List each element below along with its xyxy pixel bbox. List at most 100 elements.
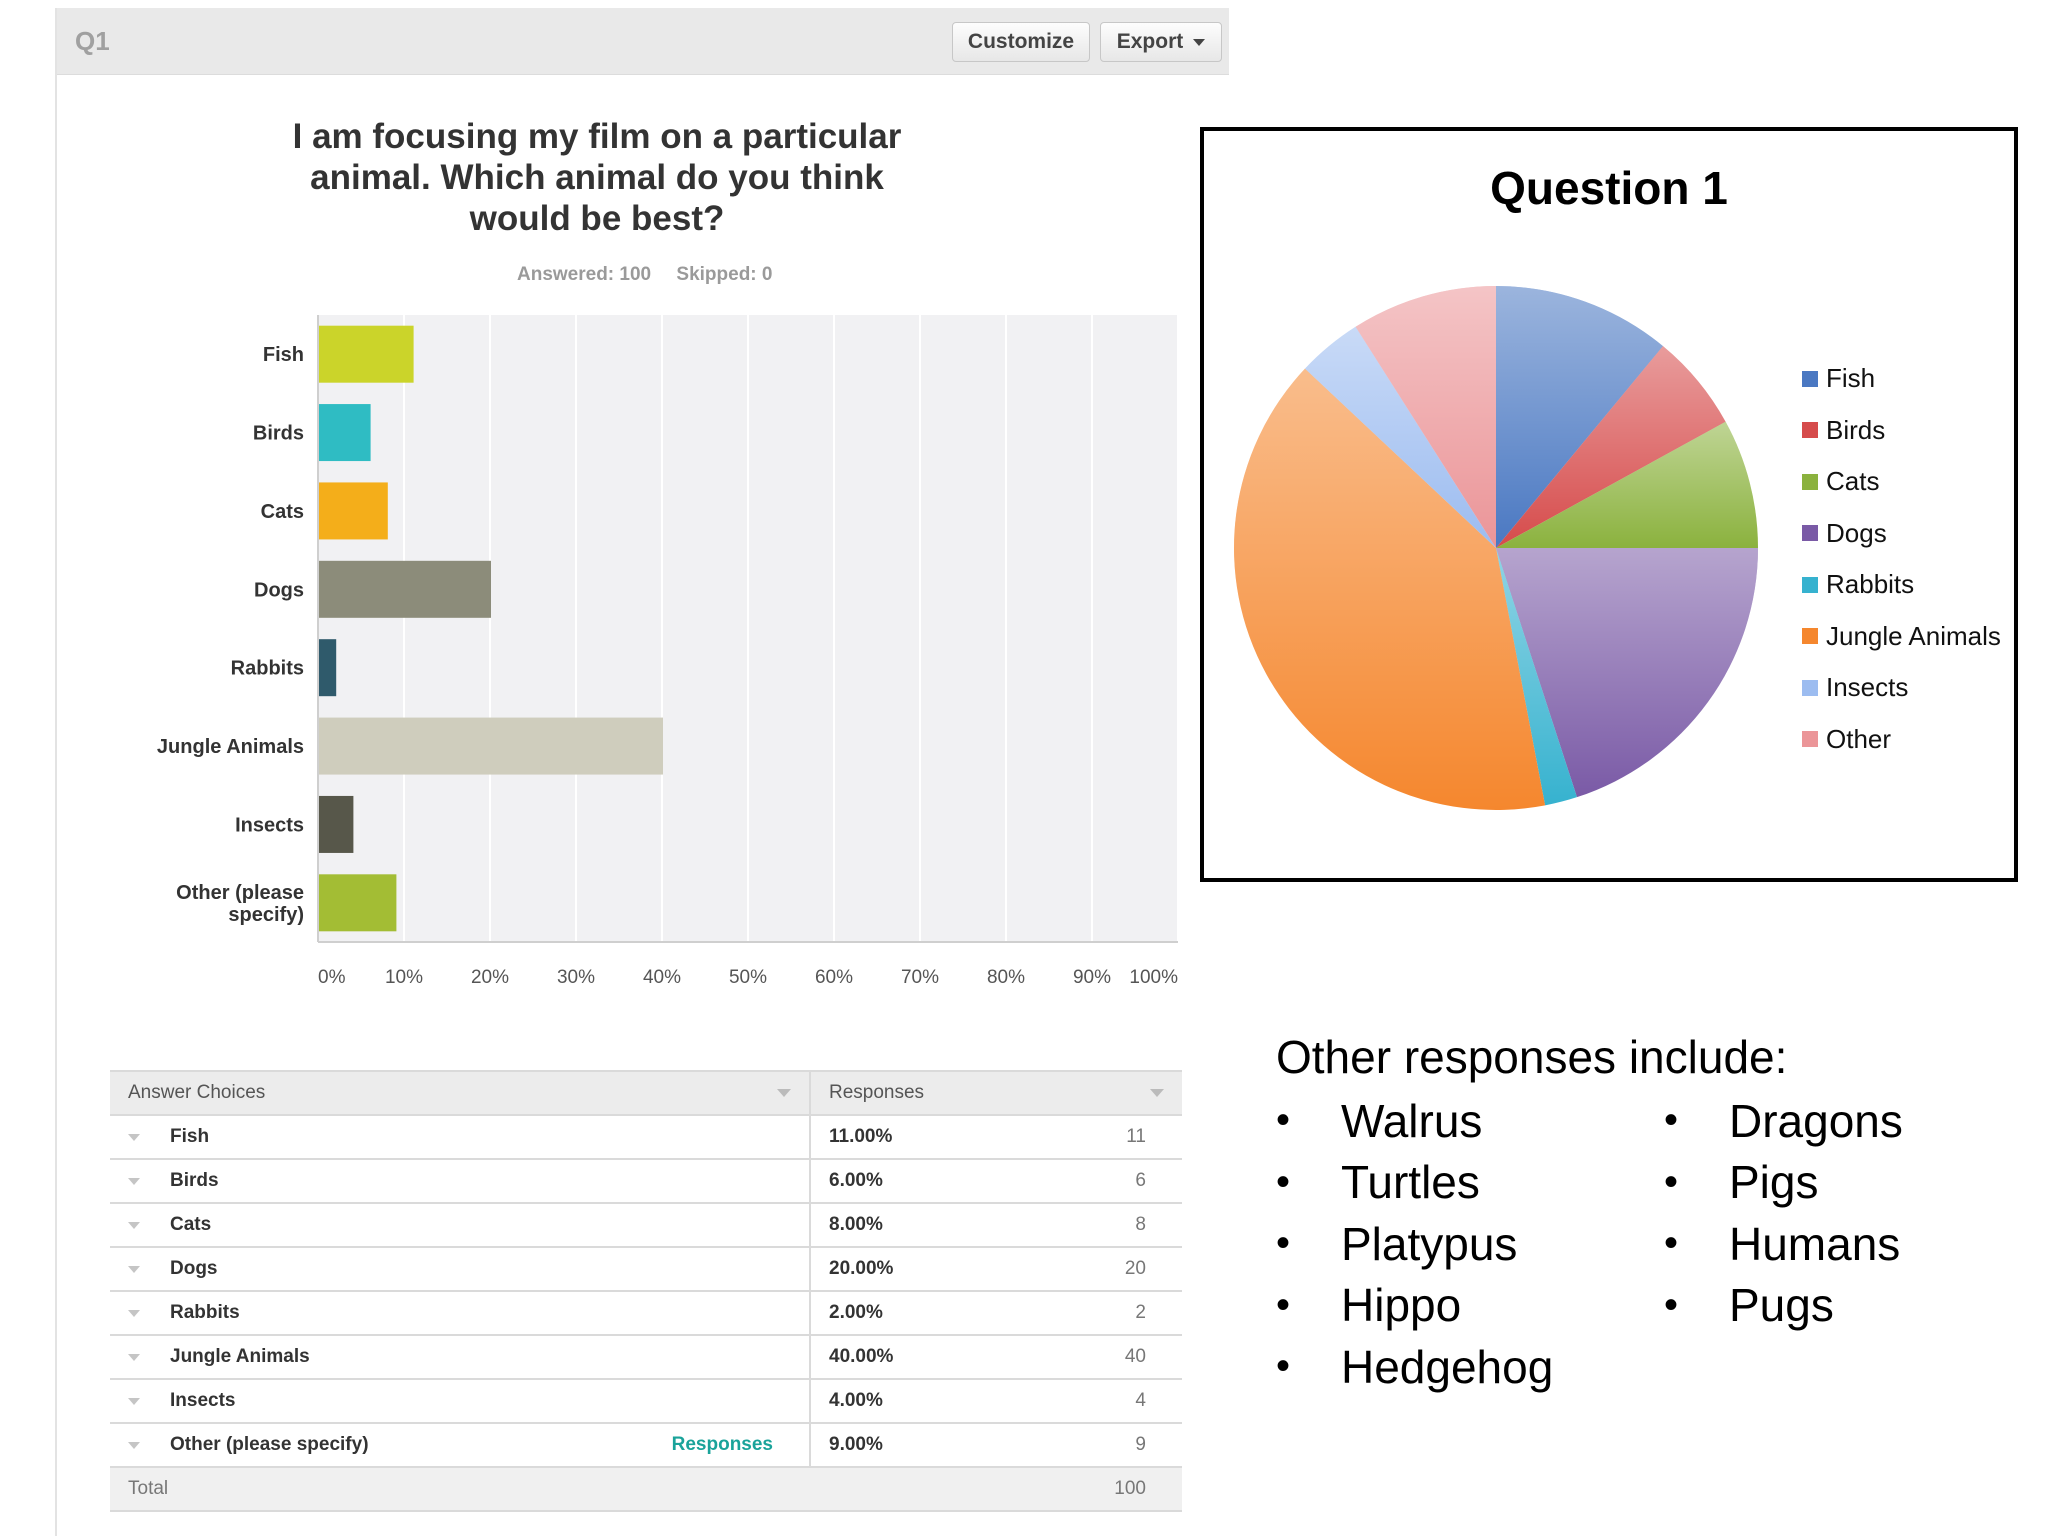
legend-item: Jungle Animals — [1802, 611, 2001, 663]
chevron-down-icon[interactable] — [128, 1177, 140, 1185]
chevron-down-icon[interactable] — [128, 1309, 140, 1317]
table-row: Insects 4.00% 4 — [110, 1379, 1182, 1424]
pie-slice-cats-highlight — [1496, 421, 1758, 548]
choice-cell: Cats — [110, 1203, 811, 1248]
choice-cell: Jungle Animals — [110, 1335, 811, 1380]
list-item: • Hedgehog — [1276, 1336, 1553, 1398]
legend-item: Dogs — [1802, 508, 2001, 560]
response-count: 11 — [1126, 1126, 1146, 1147]
category-label: Dogs — [254, 579, 304, 601]
chevron-down-icon[interactable] — [128, 1441, 140, 1449]
chevron-down-icon[interactable] — [128, 1397, 140, 1405]
sort-down-icon[interactable] — [1150, 1089, 1164, 1097]
pie-slice-jungle-animals-highlight — [1234, 368, 1546, 810]
legend-item: Cats — [1802, 456, 2001, 508]
table-row: Jungle Animals 40.00% 40 — [110, 1335, 1182, 1380]
legend-swatch — [1802, 525, 1818, 542]
choice-label: Birds — [170, 1170, 219, 1191]
other-responses-list-1: • Walrus • Turtles • Platypus • Hippo • Hedgehog — [1276, 1090, 1553, 1398]
x-tick-label: 50% — [729, 967, 767, 988]
bar-jungle-animals[interactable] — [319, 717, 663, 775]
pie-slice-insects-highlight — [1305, 326, 1496, 548]
response-cell: 4.00% 4 — [810, 1379, 1182, 1424]
bullet-icon: • — [1276, 1344, 1291, 1389]
x-tick-label: 100% — [1129, 967, 1178, 988]
total-cell: Total 100 — [110, 1467, 1182, 1512]
chevron-down-icon[interactable] — [128, 1221, 140, 1229]
bullet-icon: • — [1664, 1098, 1679, 1143]
other-response: Dragons — [1729, 1094, 1903, 1147]
bullet-icon: • — [1664, 1159, 1679, 1204]
chevron-down-icon[interactable] — [128, 1353, 140, 1361]
category-label: Other (please specify) — [176, 882, 304, 926]
pie-chart-box: Question 1 Fish Birds Cats Dogs Rabbits Jungl… — [1200, 127, 2018, 882]
response-count: 9 — [1135, 1434, 1146, 1455]
chevron-down-icon[interactable] — [128, 1133, 140, 1141]
pie-title: Question 1 — [1490, 162, 1728, 214]
bar-rabbits[interactable] — [319, 639, 337, 697]
other-responses-title: Other responses include: — [1276, 1031, 1788, 1083]
table-row: Rabbits 2.00% 2 — [110, 1291, 1182, 1336]
table-header-row: Answer Choices Responses — [110, 1070, 1182, 1116]
response-count: 4 — [1135, 1390, 1146, 1411]
x-tick-label: 40% — [643, 967, 681, 988]
choice-label: Jungle Animals — [170, 1346, 310, 1367]
response-percent: 11.00% — [829, 1126, 893, 1147]
bullet-icon: • — [1276, 1282, 1291, 1327]
bar-dogs[interactable] — [319, 560, 491, 618]
response-cell: 8.00% 8 — [810, 1203, 1182, 1248]
choice-cell: Other (please specify) Responses — [110, 1423, 811, 1468]
customize-label: Customize — [967, 30, 1075, 53]
list-item: • Platypus — [1276, 1213, 1553, 1275]
response-count: 20 — [1124, 1258, 1146, 1279]
question-id: Q1 — [75, 26, 110, 56]
choice-label: Fish — [170, 1126, 210, 1147]
choice-cell: Fish — [110, 1115, 811, 1160]
response-count: 40 — [1124, 1346, 1146, 1367]
pie-slice-rabbits-highlight — [1496, 548, 1577, 806]
other-response: Turtles — [1341, 1156, 1480, 1209]
x-tick-label: 20% — [471, 967, 509, 988]
choice-label: Other (please specify) — [170, 1434, 369, 1455]
table-row: Other (please specify) Responses 9.00% 9 — [110, 1423, 1182, 1468]
x-tick-label: 30% — [557, 967, 595, 988]
response-count: 2 — [1135, 1302, 1146, 1323]
pie-chart — [1234, 286, 1758, 810]
x-tick-label: 80% — [987, 967, 1025, 988]
responses-header[interactable]: Responses — [810, 1070, 1182, 1116]
bar-insects[interactable] — [319, 795, 354, 853]
export-button[interactable]: Export — [1100, 22, 1222, 62]
x-tick-label: 60% — [815, 967, 853, 988]
responses-link[interactable]: Responses — [671, 1434, 773, 1455]
legend-item: Insects — [1802, 662, 2001, 714]
legend-item: Fish — [1802, 353, 2001, 405]
chevron-down-icon[interactable] — [128, 1265, 140, 1273]
bar-other-please-specify[interactable] — [319, 874, 397, 932]
export-label: Export — [1116, 30, 1184, 53]
bar-fish[interactable] — [319, 325, 414, 383]
bullet-icon: • — [1276, 1221, 1291, 1266]
category-label: Cats — [261, 501, 304, 523]
legend-swatch — [1802, 473, 1818, 490]
sort-down-icon[interactable] — [777, 1089, 791, 1097]
chevron-down-icon — [1193, 38, 1206, 46]
bar-cats[interactable] — [319, 482, 388, 540]
bar-birds[interactable] — [319, 404, 371, 462]
bullet-icon: • — [1664, 1221, 1679, 1266]
other-response: Hedgehog — [1341, 1340, 1554, 1393]
bullet-icon: • — [1276, 1159, 1291, 1204]
customize-button[interactable]: Customize — [952, 22, 1090, 62]
choice-cell: Insects — [110, 1379, 811, 1424]
legend-label: Birds — [1826, 414, 1886, 445]
x-tick-label: 10% — [385, 967, 423, 988]
bullet-icon: • — [1664, 1282, 1679, 1327]
category-label: Jungle Animals — [157, 736, 304, 758]
legend-label: Other — [1826, 723, 1892, 754]
response-count: 6 — [1135, 1170, 1146, 1191]
answer-choices-header[interactable]: Answer Choices — [110, 1070, 811, 1116]
legend-swatch — [1802, 370, 1818, 387]
response-cell: 2.00% 2 — [810, 1291, 1182, 1336]
response-percent: 40.00% — [829, 1346, 894, 1367]
legend-swatch — [1802, 679, 1818, 696]
x-tick-label: 90% — [1073, 967, 1111, 988]
